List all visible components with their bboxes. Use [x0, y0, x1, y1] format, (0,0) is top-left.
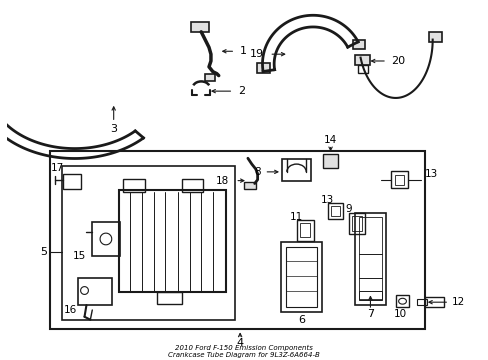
- Bar: [330, 206, 340, 216]
- Bar: [358, 217, 381, 299]
- Bar: [394, 175, 404, 185]
- Bar: [50, 152, 424, 329]
- Text: 19: 19: [249, 49, 263, 59]
- Bar: [296, 220, 313, 241]
- Text: 17: 17: [51, 163, 64, 173]
- Text: 3: 3: [110, 124, 117, 134]
- Bar: [327, 203, 343, 219]
- Bar: [123, 179, 144, 192]
- Bar: [182, 179, 203, 192]
- Bar: [78, 278, 112, 305]
- Bar: [357, 65, 367, 73]
- Bar: [256, 63, 270, 73]
- Bar: [92, 222, 119, 256]
- Text: 4: 4: [236, 338, 243, 348]
- Text: 12: 12: [451, 297, 465, 307]
- Bar: [281, 242, 321, 312]
- Bar: [351, 216, 361, 231]
- Text: 10: 10: [393, 309, 407, 319]
- Bar: [390, 171, 407, 188]
- Bar: [244, 181, 255, 189]
- Bar: [428, 32, 442, 41]
- Text: 5: 5: [40, 247, 47, 257]
- Bar: [322, 154, 338, 168]
- Bar: [63, 174, 81, 189]
- Text: 20: 20: [390, 56, 404, 66]
- Text: 15: 15: [73, 251, 86, 261]
- Bar: [204, 74, 214, 81]
- Text: 11: 11: [289, 212, 303, 222]
- Bar: [157, 292, 182, 304]
- Bar: [282, 159, 310, 181]
- Bar: [354, 55, 370, 65]
- Text: 2010 Ford F-150 Emission Components
Crankcase Tube Diagram for 9L3Z-6A664-B: 2010 Ford F-150 Emission Components Cran…: [168, 345, 319, 358]
- Bar: [62, 166, 235, 320]
- Bar: [285, 247, 316, 307]
- Bar: [191, 22, 208, 32]
- Bar: [300, 224, 309, 237]
- Bar: [348, 213, 364, 234]
- Bar: [395, 296, 408, 307]
- Text: 13: 13: [424, 169, 437, 179]
- Bar: [358, 291, 381, 300]
- Bar: [424, 297, 444, 307]
- Bar: [118, 190, 225, 292]
- Bar: [416, 299, 426, 305]
- Text: 18: 18: [216, 176, 229, 186]
- Text: 16: 16: [63, 305, 77, 315]
- Text: 13: 13: [321, 195, 334, 205]
- Text: 14: 14: [323, 135, 337, 145]
- Text: 6: 6: [297, 315, 305, 325]
- Text: 8: 8: [253, 167, 260, 177]
- Text: 9: 9: [345, 204, 352, 214]
- Text: 2: 2: [238, 86, 245, 96]
- Bar: [352, 40, 364, 49]
- Text: 1: 1: [240, 46, 246, 56]
- Bar: [354, 213, 385, 305]
- Text: 7: 7: [366, 309, 373, 319]
